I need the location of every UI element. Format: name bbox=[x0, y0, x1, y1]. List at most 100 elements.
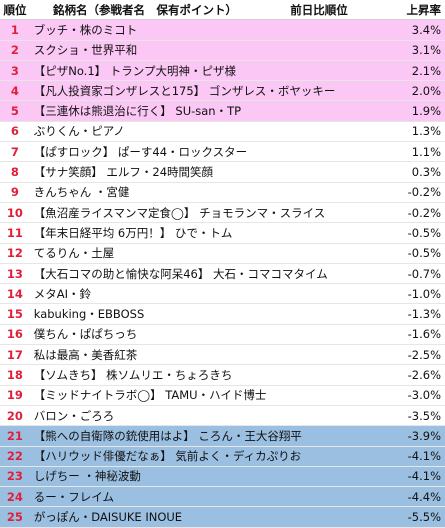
table-row: 9 きんちゃん ・宮健 -0.2% bbox=[0, 182, 445, 203]
table-header: 順位 銘柄名（参戦者名 保有ポイント） 前日比順位 上昇率 bbox=[0, 0, 445, 21]
name-cell: るー・フレイム bbox=[33, 489, 115, 504]
table-body: 1 ブッチ・株のミコト 3.4% 2 スクショ・世界平和 3.1% 3 【ピザNo.1】 トラ… bbox=[0, 20, 445, 528]
table-row: 14 メタAI・鈴 -1.0% bbox=[0, 284, 445, 305]
rank-cell: 6 bbox=[10, 124, 19, 139]
table-row: 4 【凡人投資家ゴンザレスと175】 ゴンザレス・ボヤッキー 2.0% bbox=[0, 81, 445, 102]
rate-cell: -4.4% bbox=[407, 489, 442, 504]
name-cell: 【年末日経平均 6万円！】 ひで・トム bbox=[33, 225, 233, 240]
table-row: 11 【年末日経平均 6万円！】 ひで・トム -0.5% bbox=[0, 223, 445, 244]
name-cell: スクショ・世界平和 bbox=[33, 43, 138, 58]
table-row: 19 【ミッドナイトラボ◯】 TAMU・ハイド博士 -3.0% bbox=[0, 385, 445, 406]
rate-cell: -3.5% bbox=[407, 408, 442, 423]
name-cell: 【凡人投資家ゴンザレスと175】 ゴンザレス・ボヤッキー bbox=[33, 83, 336, 98]
rank-cell: 24 bbox=[6, 489, 23, 504]
table-row: 8 【サナ笑顔】 エルフ・24時間笑顔 0.3% bbox=[0, 162, 445, 183]
name-cell: kabuking・EBBOSS bbox=[33, 307, 145, 322]
table-row: 25 がっぽん・DAISUKE INOUE -5.5% bbox=[0, 507, 445, 528]
rank-cell: 21 bbox=[6, 428, 23, 443]
table-row: 18 【ソムきち】 株ソムリエ・ちょろきち -2.6% bbox=[0, 365, 445, 386]
rate-cell: -0.7% bbox=[407, 266, 442, 281]
rank-cell: 13 bbox=[6, 266, 23, 281]
table-row: 22 【ハリウッド俳優だなぁ】 気前よく・ディカぷりお -4.1% bbox=[0, 446, 445, 467]
rate-cell: 1.1% bbox=[411, 144, 442, 159]
table-row: 17 私は最高・美香紅茶 -2.5% bbox=[0, 345, 445, 366]
name-cell: 私は最高・美香紅茶 bbox=[33, 347, 138, 362]
table-row: 1 ブッチ・株のミコト 3.4% bbox=[0, 20, 445, 41]
name-cell: 【ソムきち】 株ソムリエ・ちょろきち bbox=[33, 367, 233, 382]
rank-cell: 20 bbox=[6, 408, 23, 423]
name-cell: 【ハリウッド俳優だなぁ】 気前よく・ディカぷりお bbox=[33, 449, 302, 464]
table-row: 23 しげちー ・神秘波動 -4.1% bbox=[0, 466, 445, 488]
header-rank: 順位 bbox=[3, 2, 27, 17]
table-row: 3 【ピザNo.1】 トランプ大明神・ピザ様 2.1% bbox=[0, 60, 445, 82]
rate-cell: -3.9% bbox=[407, 428, 442, 443]
name-cell: きんちゃん ・宮健 bbox=[33, 185, 130, 200]
rank-cell: 12 bbox=[6, 246, 23, 261]
rate-cell: 1.3% bbox=[411, 124, 442, 139]
rate-cell: -2.6% bbox=[407, 367, 442, 382]
rank-cell: 19 bbox=[6, 388, 23, 403]
name-cell: 【サナ笑顔】 エルフ・24時間笑顔 bbox=[33, 165, 214, 180]
table-row: 13 【大石コマの助と愉快な阿呆46】 大石・コマコマタイム -0.7% bbox=[0, 263, 445, 285]
table-row: 2 スクショ・世界平和 3.1% bbox=[0, 40, 445, 61]
name-cell: メタAI・鈴 bbox=[33, 286, 91, 301]
table-row: 10 【魚沼産ライスマンマ定食◯】 チョモランマ・スライス -0.2% bbox=[0, 202, 445, 224]
rank-cell: 1 bbox=[10, 22, 19, 37]
rank-cell: 11 bbox=[6, 225, 23, 240]
rank-cell: 18 bbox=[6, 367, 23, 382]
table-row: 5 【三連休は熊退治に行く】 SU-san・TP 1.9% bbox=[0, 101, 445, 122]
rank-cell: 15 bbox=[6, 307, 23, 322]
rank-cell: 5 bbox=[10, 104, 19, 119]
rank-cell: 23 bbox=[6, 469, 23, 484]
name-cell: ブッチ・株のミコト bbox=[33, 22, 138, 37]
rate-cell: -0.5% bbox=[407, 225, 442, 240]
rate-cell: 0.3% bbox=[411, 165, 442, 180]
name-cell: ぶりくん・ピアノ bbox=[33, 124, 125, 139]
rate-cell: -4.1% bbox=[407, 449, 442, 464]
name-cell: 【ピザNo.1】 トランプ大明神・ピザ様 bbox=[33, 63, 236, 78]
name-cell: 【ミッドナイトラボ◯】 TAMU・ハイド博士 bbox=[33, 388, 267, 403]
name-cell: 【熊への自衛隊の銃使用はよ】 ころん・王大谷翔平 bbox=[33, 428, 302, 443]
rank-cell: 22 bbox=[6, 449, 23, 464]
rank-cell: 25 bbox=[6, 510, 23, 525]
rate-cell: 3.1% bbox=[411, 43, 442, 58]
header-prev-rank: 前日比順位 bbox=[290, 2, 348, 17]
rank-cell: 4 bbox=[10, 83, 19, 98]
table-row: 21 【熊への自衛隊の銃使用はよ】 ころん・王大谷翔平 -3.9% bbox=[0, 426, 445, 447]
rate-cell: -3.0% bbox=[407, 388, 442, 403]
header-rate: 上昇率 bbox=[406, 2, 442, 17]
name-cell: がっぽん・DAISUKE INOUE bbox=[33, 510, 183, 525]
header-name: 銘柄名（参戦者名 保有ポイント） bbox=[53, 2, 237, 17]
rank-cell: 14 bbox=[6, 286, 23, 301]
rank-cell: 8 bbox=[10, 165, 19, 180]
rate-cell: -1.0% bbox=[407, 286, 442, 301]
rank-cell: 7 bbox=[10, 144, 19, 159]
rank-cell: 2 bbox=[10, 43, 19, 58]
table-row: 24 るー・フレイム -4.4% bbox=[0, 487, 445, 508]
name-cell: 【魚沼産ライスマンマ定食◯】 チョモランマ・スライス bbox=[33, 205, 326, 220]
rate-cell: 2.1% bbox=[411, 63, 442, 78]
name-cell: バロン・ごろろ bbox=[33, 408, 115, 423]
rate-cell: -0.2% bbox=[407, 185, 442, 200]
rate-cell: 3.4% bbox=[411, 22, 442, 37]
table-row: 6 ぶりくん・ピアノ 1.3% bbox=[0, 121, 445, 143]
rank-cell: 16 bbox=[6, 327, 23, 342]
name-cell: 【三連休は熊退治に行く】 SU-san・TP bbox=[33, 104, 242, 119]
name-cell: 【大石コマの助と愉快な阿呆46】 大石・コマコマタイム bbox=[33, 266, 328, 281]
rate-cell: -4.1% bbox=[407, 469, 442, 484]
rate-cell: -1.3% bbox=[407, 307, 442, 322]
rank-cell: 10 bbox=[6, 205, 23, 220]
rank-cell: 3 bbox=[10, 63, 19, 78]
header-name-cell: 銘柄名（参戦者名 保有ポイント） 前日比順位 bbox=[30, 2, 375, 18]
rank-cell: 17 bbox=[6, 347, 23, 362]
name-cell: 僕ちん・ぱぱちっち bbox=[33, 327, 138, 342]
table-row: 15 kabuking・EBBOSS -1.3% bbox=[0, 304, 445, 325]
rate-cell: -5.5% bbox=[407, 510, 442, 525]
rank-cell: 9 bbox=[10, 185, 19, 200]
table-row: 20 バロン・ごろろ -3.5% bbox=[0, 405, 445, 427]
name-cell: てるりん・土屋 bbox=[33, 246, 115, 261]
name-cell: しげちー ・神秘波動 bbox=[33, 469, 141, 484]
rate-cell: -0.5% bbox=[407, 246, 442, 261]
rate-cell: 2.0% bbox=[411, 83, 442, 98]
